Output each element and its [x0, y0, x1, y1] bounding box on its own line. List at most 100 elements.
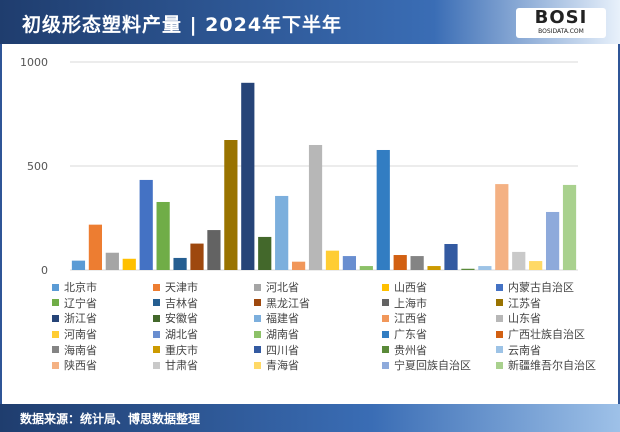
y-tick-label: 1000: [20, 56, 48, 69]
legend-item: 云南省: [496, 342, 616, 357]
legend-label: 云南省: [508, 343, 541, 357]
legend-label: 青海省: [266, 359, 299, 373]
legend-item: 新疆维吾尔自治区: [496, 358, 616, 373]
legend-item: 天津市: [153, 280, 254, 295]
legend-swatch: [254, 299, 261, 307]
y-tick-label: 0: [41, 264, 48, 277]
bar-13: [291, 261, 306, 270]
legend-swatch: [153, 314, 160, 322]
legend-swatch: [52, 283, 59, 291]
legend-label: 河南省: [64, 328, 97, 342]
legend-label: 辽宁省: [64, 296, 97, 310]
legend-item: 广东省: [382, 327, 496, 342]
legend-swatch: [496, 299, 503, 307]
bar-8: [207, 230, 221, 270]
legend-label: 福建省: [266, 312, 299, 326]
bar-17: [359, 266, 373, 270]
legend-swatch: [52, 346, 59, 354]
logo-text: BOSI: [534, 7, 588, 28]
bar-5: [156, 201, 170, 270]
bar-10: [241, 82, 255, 270]
legend-item: 湖北省: [153, 327, 254, 342]
bar-12: [275, 195, 289, 270]
legend-item: 湖南省: [254, 327, 382, 342]
bar-4: [139, 179, 153, 270]
legend-item: 河南省: [52, 327, 153, 342]
legend-swatch: [254, 283, 261, 291]
legend-item: 福建省: [254, 311, 382, 326]
legend-item: 吉林省: [153, 296, 254, 311]
legend-label: 北京市: [64, 281, 97, 295]
legend-swatch: [254, 346, 261, 354]
legend-item: 黑龙江省: [254, 296, 382, 311]
bar-11: [258, 236, 272, 270]
legend-label: 宁夏回族自治区: [394, 359, 471, 373]
bar-15: [325, 250, 340, 270]
legend-swatch: [382, 283, 389, 291]
bar-chart: 0 500 1000: [20, 56, 578, 277]
y-tick-label: 500: [27, 160, 48, 173]
legend-label: 湖南省: [266, 328, 299, 342]
legend-swatch: [382, 361, 389, 369]
legend-item: 甘肃省: [153, 358, 254, 373]
legend-item: 青海省: [254, 358, 382, 373]
legend-swatch: [254, 330, 261, 338]
legend-label: 甘肃省: [165, 359, 198, 373]
legend-swatch: [382, 299, 389, 307]
legend-label: 黑龙江省: [266, 296, 310, 310]
header-bar: 初级形态塑料产量 | 2024年下半年 BOSI BOSIDATA.COM: [0, 0, 620, 44]
legend-swatch: [382, 314, 389, 322]
legend-label: 安徽省: [165, 312, 198, 326]
logo-subtext: BOSIDATA.COM: [538, 28, 584, 35]
footer-bar: 数据来源：统计局、博思数据整理: [0, 404, 620, 432]
legend-item: 内蒙古自治区: [496, 280, 616, 295]
legend-label: 贵州省: [394, 343, 427, 357]
legend-label: 四川省: [266, 343, 299, 357]
legend-label: 广东省: [394, 328, 427, 342]
legend-swatch: [496, 361, 503, 369]
bosi-logo: BOSI BOSIDATA.COM: [516, 8, 606, 38]
legend-item: 山西省: [382, 280, 496, 295]
legend-item: 江西省: [382, 311, 496, 326]
legend-swatch: [153, 283, 160, 291]
legend-label: 浙江省: [64, 312, 97, 326]
bar-1: [88, 224, 103, 270]
legend-item: 安徽省: [153, 311, 254, 326]
bar-27: [529, 261, 543, 270]
legend: 北京市 天津市 河北省 山西省 内蒙古自治区 辽宁省 吉林省 黑龙江省 上海市 江苏省 浙江省 安徽省…: [52, 280, 612, 373]
legend-item: 宁夏回族自治区: [382, 358, 496, 373]
bar-2: [105, 252, 119, 270]
bar-6: [173, 257, 187, 270]
bar-23: [461, 268, 475, 270]
legend-label: 江西省: [394, 312, 427, 326]
legend-item: 江苏省: [496, 296, 616, 311]
legend-swatch: [382, 346, 389, 354]
legend-swatch: [52, 361, 59, 369]
legend-swatch: [153, 346, 160, 354]
bar-24: [478, 266, 492, 270]
legend-label: 重庆市: [165, 343, 198, 357]
legend-label: 天津市: [165, 281, 198, 295]
legend-swatch: [153, 330, 160, 338]
legend-label: 广西壮族自治区: [508, 328, 585, 342]
legend-label: 湖北省: [165, 328, 198, 342]
legend-label: 海南省: [64, 343, 97, 357]
legend-item: 广西壮族自治区: [496, 327, 616, 342]
legend-label: 上海市: [394, 296, 427, 310]
legend-label: 河北省: [266, 281, 299, 295]
legend-item: 辽宁省: [52, 296, 153, 311]
bar-16: [342, 256, 357, 270]
bar-25: [495, 184, 509, 270]
bar-22: [444, 244, 458, 270]
legend-label: 吉林省: [165, 296, 198, 310]
legend-label: 新疆维吾尔自治区: [508, 359, 596, 373]
legend-swatch: [496, 346, 503, 354]
legend-swatch: [52, 314, 59, 322]
legend-label: 山西省: [394, 281, 427, 295]
bar-21: [427, 266, 441, 270]
legend-item: 浙江省: [52, 311, 153, 326]
bar-18: [376, 149, 390, 270]
legend-swatch: [254, 314, 261, 322]
bar-3: [122, 258, 136, 270]
legend-item: 陕西省: [52, 358, 153, 373]
